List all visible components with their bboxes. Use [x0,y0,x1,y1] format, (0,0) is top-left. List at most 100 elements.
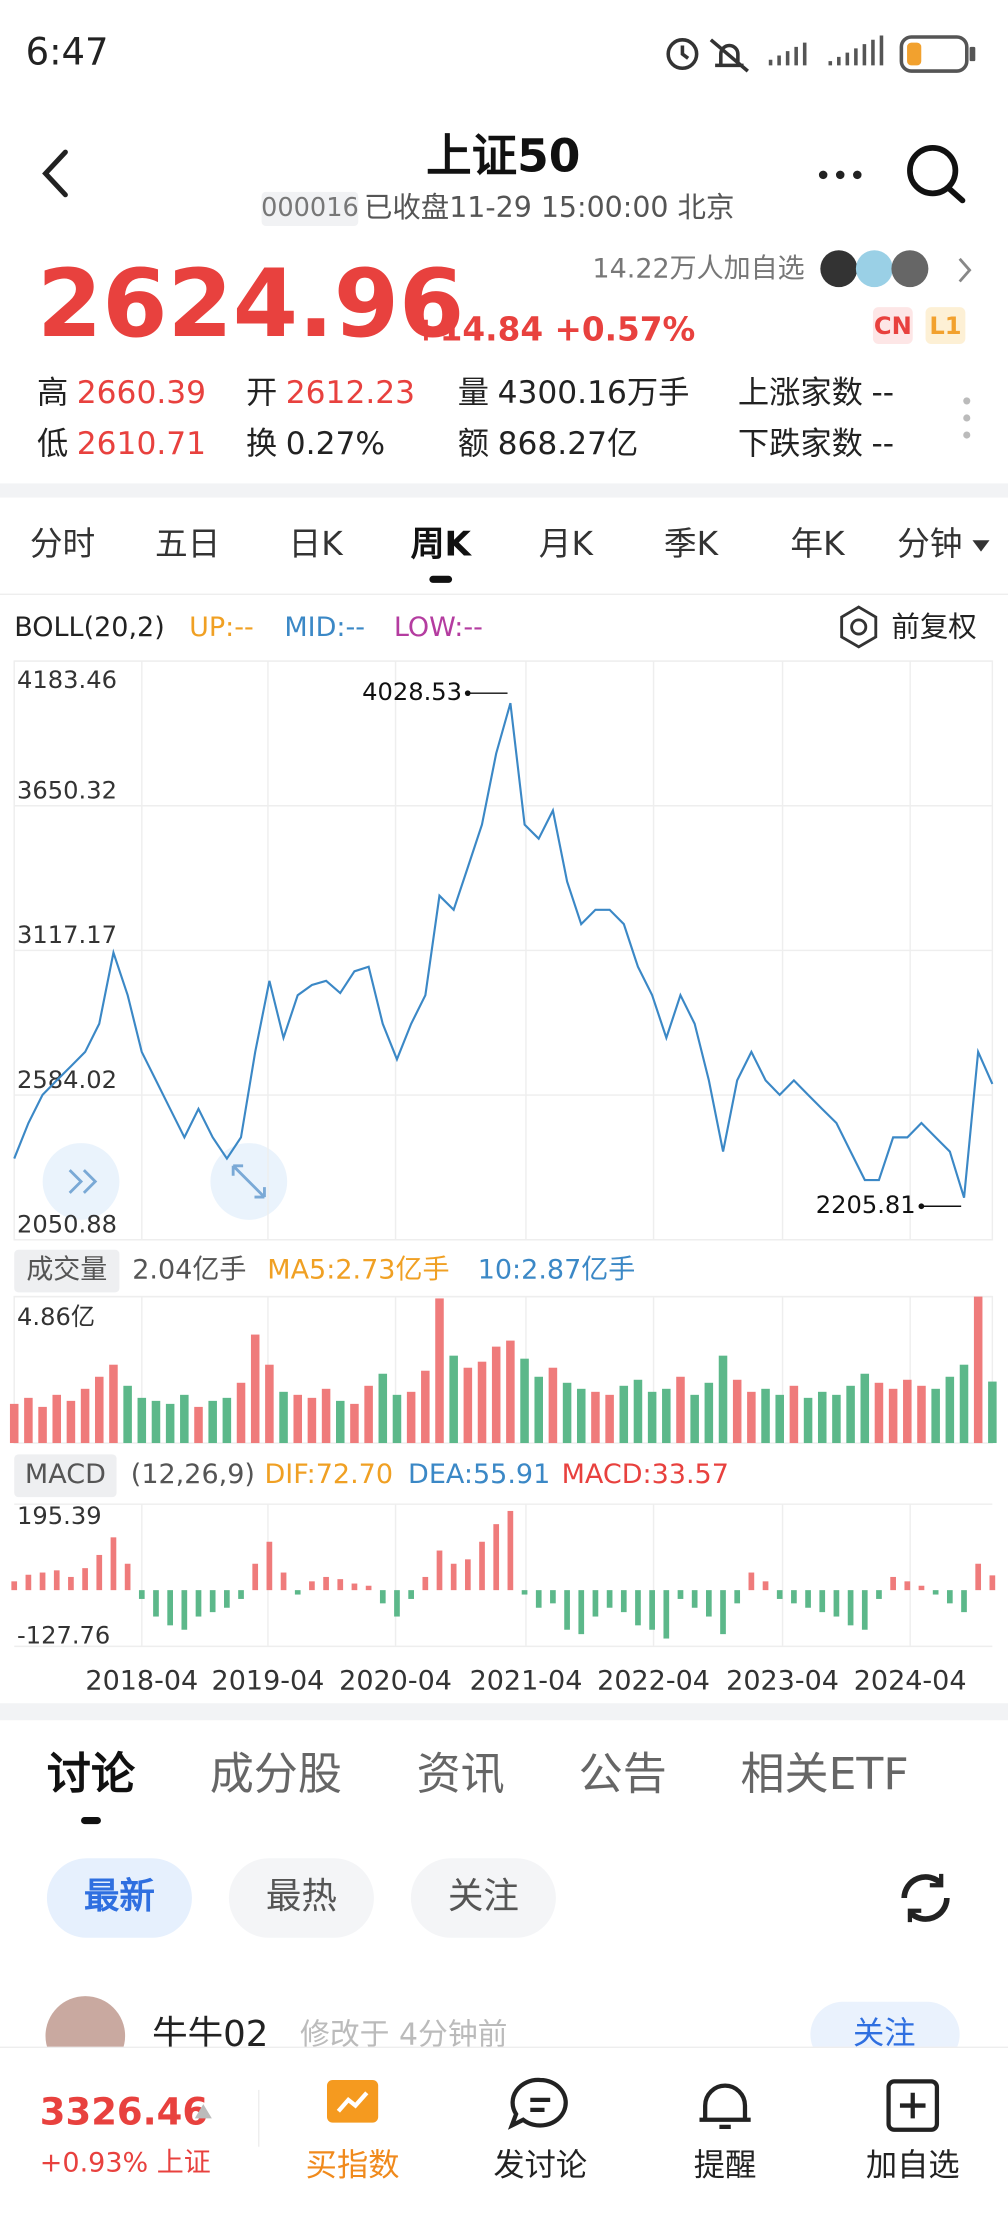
macd-bar [663,1590,670,1639]
volume-bar [435,1298,444,1444]
macd-bar [861,1590,868,1630]
macd-bar [493,1524,500,1591]
adjust[interactable]: 前复权 [891,610,976,643]
volume-bar [662,1388,671,1444]
period-tab[interactable]: 年K [790,525,846,563]
followers-arrow[interactable] [958,257,972,283]
x-tick-label: 2022-04 [597,1665,710,1696]
macd-bar [791,1590,797,1604]
macd-bar [620,1590,627,1613]
macd-bar [564,1590,570,1630]
volume-bar [137,1397,147,1444]
period-tab[interactable]: 分时 [30,525,95,563]
macd-bar [507,1510,514,1591]
macd-params: (12,26,9) [131,1459,255,1490]
macd-bar [68,1576,74,1591]
macd-bar [351,1583,358,1591]
volume-bar [421,1370,430,1444]
volume-bar [463,1367,473,1444]
follow-label[interactable]: 关注 [853,2015,916,2051]
more-stats[interactable] [963,397,971,439]
macd-bar [124,1563,131,1591]
action-icon[interactable] [326,2079,379,2123]
volume-bar [619,1385,629,1444]
volume-bar [945,1376,955,1444]
volume-bar [903,1379,912,1444]
dropdown-arrow[interactable] [972,540,990,552]
macd-bar [82,1568,88,1591]
volume-bar [832,1394,841,1444]
macd-bar [904,1581,911,1591]
macd-bar [748,1572,755,1591]
period-tab[interactable]: 五日 [155,525,220,563]
period-tab[interactable]: 周K [410,524,472,564]
stat: 换 0.27% [246,426,385,462]
content-tab[interactable]: 相关ETF [740,1749,908,1800]
action-label[interactable]: 买指数 [306,2148,400,2184]
action-icon[interactable] [507,2077,568,2130]
volume-bar [591,1391,600,1444]
volume-bar [931,1388,940,1444]
period-tab[interactable]: 月K [539,525,595,563]
macd-bar [946,1590,953,1604]
stat-value: 4300.16万手 [498,375,690,411]
more-button[interactable] [818,170,862,180]
code-badge [261,191,359,227]
content-tab[interactable]: 成分股 [210,1749,342,1800]
filter-label[interactable]: 关注 [448,1876,519,1917]
x-tick-label: 2018-04 [85,1665,198,1696]
stat-value: 0.27% [286,426,385,462]
search-button[interactable] [907,145,966,204]
refresh-button[interactable] [901,1873,950,1923]
y-tick-label: 195.39 [17,1502,102,1530]
macd-bar [734,1590,741,1604]
filter-pill[interactable] [46,1858,192,1938]
volume-bar [9,1403,19,1444]
filter-pill[interactable] [228,1858,374,1938]
filter-label[interactable]: 最热 [266,1876,337,1917]
volume-bar [52,1394,62,1444]
volume-bar [95,1376,104,1444]
macd-bar [110,1537,117,1591]
action-icon[interactable] [886,2079,940,2132]
y-tick-label: 2050.88 [17,1211,117,1239]
period-tab[interactable]: 季K [664,525,720,563]
macd-bar [890,1576,896,1591]
macd-bar [153,1590,159,1617]
volume-bar [874,1382,884,1444]
price-line [13,702,994,1198]
action-label[interactable]: 发讨论 [493,2148,587,2184]
filter-pill[interactable] [410,1858,556,1938]
badge: CN [874,312,912,340]
separator [0,1703,1008,1721]
period-tab[interactable]: 日K [289,525,345,563]
macd-value: MACD:33.57 [562,1459,729,1490]
filter-label[interactable]: 最新 [84,1876,155,1917]
macd-bar [96,1554,103,1591]
action-label[interactable]: 提醒 [694,2148,757,2184]
volume-title: 成交量 [26,1255,107,1286]
volume-ma10: 10:2.87亿手 [478,1255,636,1286]
action-icon[interactable] [699,2083,751,2130]
macd-bar [167,1590,173,1626]
volume-bar [761,1388,770,1444]
settings-icon[interactable] [840,605,878,649]
back-button[interactable] [42,149,68,198]
macd-bar [578,1590,585,1635]
macd-bar [465,1559,471,1591]
macd-bar [649,1590,655,1630]
content-tab[interactable]: 资讯 [417,1749,505,1800]
badge-bg [925,307,966,345]
period-tab[interactable]: 分钟 [897,525,962,563]
volume-bar [321,1388,331,1444]
content-tab[interactable]: 公告 [579,1749,667,1800]
y-tick-label: 4183.46 [17,666,117,694]
macd-bar [379,1590,386,1604]
action-label[interactable]: 加自选 [866,2148,960,2184]
stat-value: 868.27亿 [498,426,639,462]
volume-bar [548,1367,558,1444]
content-tab[interactable]: 讨论 [47,1749,136,1800]
macd-bar [805,1590,811,1608]
